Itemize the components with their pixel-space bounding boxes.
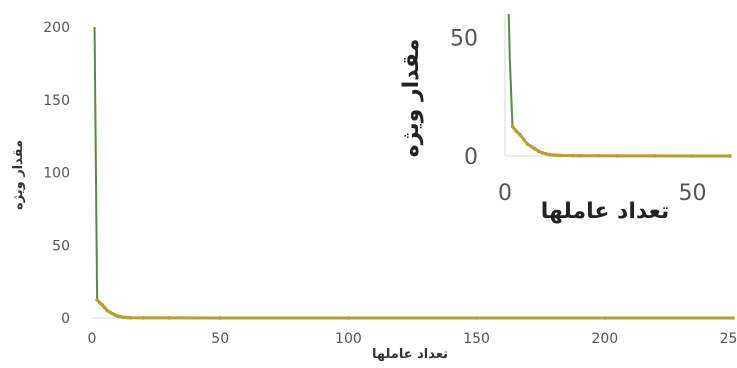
main-series-point bbox=[123, 315, 128, 320]
main-x-tick-label: 50 bbox=[211, 331, 229, 347]
main-series-point bbox=[731, 316, 735, 320]
main-series-point bbox=[346, 316, 351, 320]
inset-series-point bbox=[521, 137, 526, 142]
main-y-tick-label: 100 bbox=[43, 166, 70, 182]
inset-y-axis-label: مقدار ویژه bbox=[399, 39, 424, 158]
main-series-line-1 bbox=[96, 298, 733, 320]
main-series-point bbox=[128, 315, 133, 320]
inset-series-point bbox=[653, 154, 657, 158]
main-y-tick-label: 150 bbox=[43, 93, 70, 109]
inset-chart: 0 50 0 50 تعداد عاملها مقدار ویژه bbox=[378, 8, 734, 240]
main-x-tick-label: 0 bbox=[88, 331, 97, 347]
inset-x-tick-label: 0 bbox=[498, 181, 512, 206]
main-y-tick-labels: 0 50 100 150 200 bbox=[43, 20, 70, 327]
main-series-point bbox=[95, 298, 99, 302]
inset-x-axis-label: تعداد عاملها bbox=[541, 199, 670, 224]
main-y-tick-label: 200 bbox=[43, 20, 70, 36]
inset-series-point bbox=[536, 149, 541, 154]
inset-series-point bbox=[514, 129, 519, 133]
inset-series-point bbox=[510, 124, 515, 129]
main-series-point bbox=[97, 300, 102, 305]
inset-x-tick-labels: 0 50 bbox=[498, 181, 707, 206]
main-series-point bbox=[141, 316, 146, 320]
inset-series bbox=[507, 13, 732, 158]
main-x-axis-label: تعداد عاملها bbox=[372, 347, 448, 362]
main-chart: 0 50 100 150 200 0 50 100 150 200 250 تعداد عامله… bbox=[11, 20, 737, 362]
inset-series-line-0 bbox=[507, 13, 514, 127]
main-series-point bbox=[126, 315, 130, 320]
inset-series-point bbox=[540, 151, 545, 155]
inset-series-point bbox=[529, 144, 534, 149]
main-series-point bbox=[218, 316, 222, 320]
main-series-point bbox=[603, 316, 607, 320]
inset-series-point bbox=[728, 154, 732, 158]
inset-series-point bbox=[525, 142, 530, 146]
main-series-point bbox=[103, 306, 107, 310]
main-x-tick-label: 200 bbox=[591, 331, 618, 347]
inset-series-point bbox=[551, 153, 556, 157]
inset-y-tick-labels: 0 50 bbox=[450, 27, 478, 170]
inset-background bbox=[378, 8, 734, 240]
main-y-tick-label: 50 bbox=[52, 238, 70, 254]
main-x-tick-label: 150 bbox=[463, 331, 490, 347]
inset-series-point bbox=[544, 152, 549, 156]
main-series-line-0 bbox=[93, 26, 99, 300]
inset-series-point bbox=[555, 153, 560, 158]
inset-series-point bbox=[533, 147, 537, 151]
inset-series-point bbox=[518, 132, 522, 137]
inset-x-tick-label: 50 bbox=[679, 181, 707, 206]
main-series bbox=[93, 26, 735, 320]
main-x-tick-label: 250 bbox=[720, 331, 737, 347]
inset-y-tick-label: 0 bbox=[464, 145, 478, 170]
inset-series-point bbox=[559, 153, 564, 158]
main-series-point bbox=[167, 316, 171, 320]
main-series-point bbox=[474, 316, 479, 320]
inset-series-point bbox=[548, 152, 552, 157]
inset-series-point bbox=[596, 154, 601, 158]
inset-series-point bbox=[578, 153, 582, 158]
main-x-tick-label: 100 bbox=[335, 331, 362, 347]
inset-y-tick-label: 50 bbox=[450, 27, 478, 52]
main-y-axis-label: مقدار ویژه bbox=[11, 140, 26, 210]
main-x-tick-labels: 0 50 100 150 200 250 bbox=[88, 331, 737, 347]
inset-series-point bbox=[690, 154, 695, 158]
main-y-tick-label: 0 bbox=[61, 311, 70, 327]
main-series-point bbox=[100, 303, 105, 307]
inset-series-point bbox=[615, 154, 620, 158]
inset-series-point bbox=[570, 153, 575, 158]
